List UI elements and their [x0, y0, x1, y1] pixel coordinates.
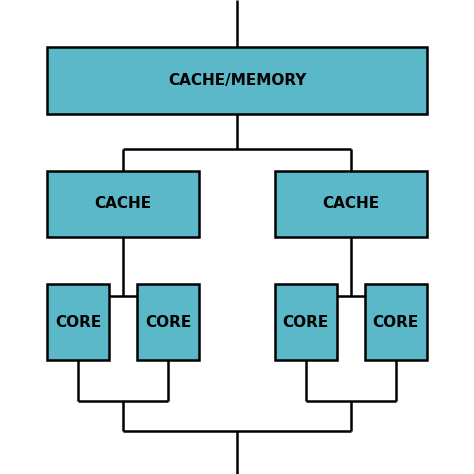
Text: CACHE: CACHE: [322, 196, 379, 211]
Bar: [137, 284, 199, 360]
Bar: [275, 284, 337, 360]
Text: CACHE: CACHE: [95, 196, 152, 211]
Text: CORE: CORE: [283, 315, 329, 330]
Text: CORE: CORE: [373, 315, 419, 330]
Bar: [275, 171, 427, 237]
Bar: [47, 284, 109, 360]
Bar: [47, 47, 427, 114]
Text: CACHE/MEMORY: CACHE/MEMORY: [168, 73, 306, 88]
Bar: [365, 284, 427, 360]
Text: CORE: CORE: [55, 315, 101, 330]
Bar: [47, 171, 199, 237]
Text: CORE: CORE: [145, 315, 191, 330]
